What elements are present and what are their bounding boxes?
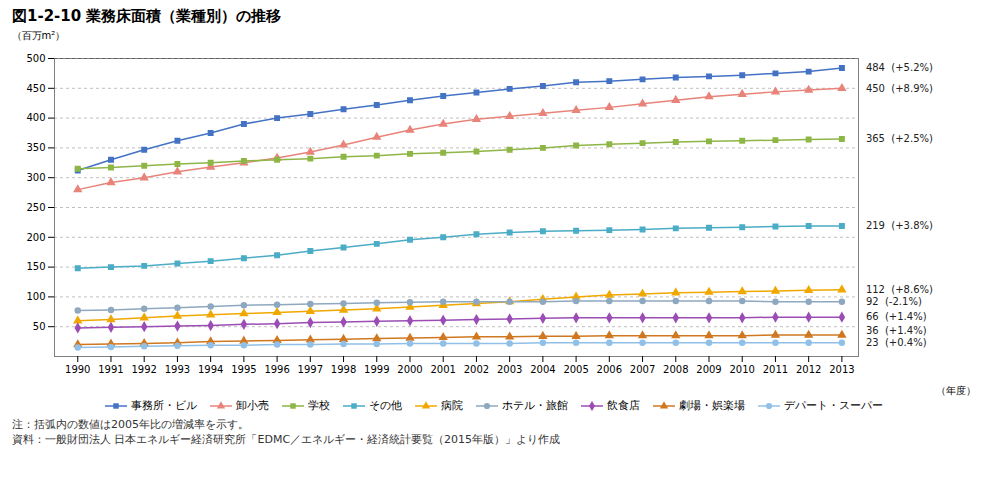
- svg-text:2012: 2012: [796, 364, 821, 375]
- svg-text:200: 200: [26, 232, 45, 243]
- svg-text:2000: 2000: [397, 364, 422, 375]
- svg-text:1998: 1998: [331, 364, 356, 375]
- svg-text:66 (+1.4%): 66 (+1.4%): [866, 311, 927, 322]
- svg-text:450: 450: [26, 83, 45, 94]
- svg-text:2013: 2013: [829, 364, 854, 375]
- svg-text:2001: 2001: [430, 364, 455, 375]
- svg-text:365 (+2.5%): 365 (+2.5%): [866, 133, 933, 144]
- html-text:その他: その他: [368, 399, 402, 412]
- svg-text:36 (+1.4%): 36 (+1.4%): [866, 325, 927, 336]
- html-text:デパート・スーパー: デパート・スーパー: [783, 399, 883, 412]
- svg-text:500: 500: [26, 53, 45, 64]
- svg-text:23 (+0.4%): 23 (+0.4%): [866, 337, 927, 348]
- svg-text:1992: 1992: [131, 364, 156, 375]
- svg-text:484 (+5.2%): 484 (+5.2%): [866, 62, 933, 73]
- svg-text:112 (+8.6%): 112 (+8.6%): [866, 284, 933, 295]
- html-text:劇場・娯楽場: 劇場・娯楽場: [678, 399, 745, 412]
- svg-text:2003: 2003: [497, 364, 522, 375]
- svg-text:100: 100: [26, 291, 45, 302]
- svg-text:（年度）: （年度）: [936, 385, 976, 396]
- svg-text:2011: 2011: [763, 364, 788, 375]
- svg-text:400: 400: [26, 112, 45, 123]
- svg-text:1991: 1991: [98, 364, 123, 375]
- svg-text:250: 250: [26, 202, 45, 213]
- svg-text:2009: 2009: [696, 364, 721, 375]
- html-text:事務所・ビル: 事務所・ビル: [130, 399, 197, 412]
- svg-text:1996: 1996: [264, 364, 289, 375]
- html-text:飲食店: 飲食店: [606, 399, 640, 412]
- svg-text:2007: 2007: [630, 364, 655, 375]
- svg-text:2002: 2002: [464, 364, 489, 375]
- svg-text:1993: 1993: [165, 364, 190, 375]
- svg-text:1995: 1995: [231, 364, 256, 375]
- svg-text:300: 300: [26, 172, 45, 183]
- html-text:資料：一般財団法人 日本エネルギー経済研究所「EDMC／エネ: 資料：一般財団法人 日本エネルギー経済研究所「EDMC／エネルギー・経済統計要覧…: [12, 433, 561, 446]
- html-text:卸小売: 卸小売: [235, 399, 269, 412]
- svg-text:1994: 1994: [198, 364, 223, 375]
- svg-text:2005: 2005: [563, 364, 588, 375]
- svg-text:1990: 1990: [65, 364, 90, 375]
- html-text:ホテル・旅館: ホテル・旅館: [501, 399, 568, 412]
- svg-text:50: 50: [33, 321, 46, 332]
- svg-text:2008: 2008: [663, 364, 688, 375]
- svg-text:1999: 1999: [364, 364, 389, 375]
- html-text:注：括弧内の数値は2005年比の増減率を示す。: 注：括弧内の数値は2005年比の増減率を示す。: [12, 418, 249, 431]
- html-text:学校: 学校: [307, 399, 330, 412]
- svg-text:450 (+8.9%): 450 (+8.9%): [866, 83, 933, 94]
- html-text:病院: 病院: [440, 399, 463, 412]
- svg-text:92 (-2.1%): 92 (-2.1%): [866, 296, 922, 307]
- svg-text:（百万m²）: （百万m²）: [12, 30, 66, 41]
- svg-text:2006: 2006: [597, 364, 622, 375]
- svg-text:1997: 1997: [298, 364, 323, 375]
- html-text:図1-2-10 業務床面積（業種別）の推移: 図1-2-10 業務床面積（業種別）の推移: [12, 7, 282, 25]
- svg-text:2004: 2004: [530, 364, 555, 375]
- svg-text:219 (+3.8%): 219 (+3.8%): [866, 220, 933, 231]
- svg-text:350: 350: [26, 142, 45, 153]
- svg-text:2010: 2010: [729, 364, 754, 375]
- svg-text:150: 150: [26, 261, 45, 272]
